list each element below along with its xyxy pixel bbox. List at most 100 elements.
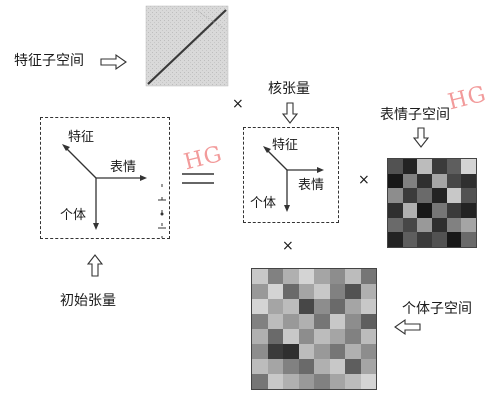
- mosaic-cell: [252, 374, 268, 389]
- mosaic-cell: [314, 329, 330, 344]
- mosaic-cell: [345, 299, 361, 314]
- expression-subspace-mosaic: [387, 158, 477, 248]
- mosaic-cell: [446, 173, 462, 189]
- mosaic-cell: [402, 159, 418, 174]
- mosaic-cell: [267, 269, 283, 284]
- mosaic-cell: [252, 314, 268, 329]
- mosaic-cell: [314, 344, 330, 359]
- mosaic-cell: [329, 284, 345, 299]
- mosaic-cell: [446, 232, 462, 247]
- mosaic-cell: [283, 269, 299, 284]
- mosaic-cell: [298, 314, 314, 329]
- mosaic-cell: [345, 284, 361, 299]
- mosaic-cell: [461, 173, 476, 189]
- mosaic-cell: [283, 284, 299, 299]
- mosaic-cell: [267, 329, 283, 344]
- mosaic-cell: [298, 359, 314, 374]
- mosaic-cell: [461, 188, 476, 203]
- mosaic-cell: [360, 329, 376, 344]
- mosaic-cell: [432, 159, 447, 174]
- mosaic-cell: [329, 299, 345, 314]
- mosaic-cell: [329, 269, 345, 284]
- mosaic-cell: [267, 299, 283, 314]
- mosaic-cell: [283, 299, 299, 314]
- initial-tensor-label: 初始张量: [60, 293, 116, 309]
- mosaic-cell: [267, 359, 283, 374]
- individual-axis-label: 个体: [60, 208, 87, 223]
- mosaic-cell: [314, 359, 330, 374]
- initial-tensor-box: [40, 117, 170, 239]
- core-feature-label: 特征: [272, 138, 299, 153]
- mosaic-cell: [267, 344, 283, 359]
- mosaic-cell: [446, 188, 462, 203]
- mosaic-cell: [417, 203, 432, 218]
- mosaic-cell: [388, 159, 403, 174]
- mosaic-cell: [432, 173, 447, 189]
- mosaic-cell: [446, 203, 462, 218]
- mosaic-cell: [461, 159, 476, 174]
- mosaic-cell: [388, 173, 403, 189]
- mosaic-cell: [314, 374, 330, 389]
- core-individual-label: 个体: [250, 196, 277, 211]
- mosaic-cell: [267, 374, 283, 389]
- expression-axis-label: 表情: [110, 160, 137, 175]
- core-tensor-label: 核张量: [268, 81, 310, 97]
- mosaic-cell: [314, 284, 330, 299]
- mosaic-cell: [402, 232, 418, 247]
- mosaic-cell: [417, 173, 432, 189]
- mosaic-cell: [417, 217, 432, 233]
- individual-subspace-label: 个体子空间: [402, 301, 472, 317]
- mosaic-cell: [252, 299, 268, 314]
- mosaic-cell: [329, 359, 345, 374]
- mosaic-cell: [345, 344, 361, 359]
- times-sign-2: ×: [358, 172, 370, 188]
- mosaic-cell: [360, 269, 376, 284]
- mosaic-cell: [417, 188, 432, 203]
- mosaic-cell: [446, 217, 462, 233]
- mosaic-cell: [360, 314, 376, 329]
- mosaic-cell: [360, 284, 376, 299]
- individual-subspace-mosaic: [251, 268, 377, 390]
- mosaic-cell: [402, 188, 418, 203]
- mosaic-cell: [345, 359, 361, 374]
- mosaic-cell: [283, 329, 299, 344]
- feature-subspace-label: 特征子空间: [14, 53, 84, 69]
- mosaic-cell: [283, 344, 299, 359]
- mosaic-cell: [267, 314, 283, 329]
- core-expression-label: 表情: [298, 178, 325, 193]
- mosaic-cell: [461, 232, 476, 247]
- times-sign-1: ×: [232, 96, 244, 112]
- mosaic-cell: [329, 314, 345, 329]
- mosaic-cell: [267, 284, 283, 299]
- mosaic-cell: [329, 374, 345, 389]
- mosaic-cell: [360, 299, 376, 314]
- mosaic-cell: [402, 217, 418, 233]
- mosaic-cell: [252, 284, 268, 299]
- mosaic-cell: [252, 269, 268, 284]
- mosaic-cell: [402, 203, 418, 218]
- mosaic-cell: [432, 203, 447, 218]
- mosaic-cell: [417, 159, 432, 174]
- mosaic-cell: [298, 344, 314, 359]
- mosaic-cell: [283, 359, 299, 374]
- mosaic-cell: [446, 159, 462, 174]
- mosaic-cell: [461, 217, 476, 233]
- mosaic-cell: [388, 188, 403, 203]
- feature-axis-label: 特征: [68, 130, 95, 145]
- mosaic-cell: [432, 188, 447, 203]
- times-sign-3: ×: [282, 238, 294, 254]
- mosaic-cell: [298, 329, 314, 344]
- mosaic-cell: [314, 269, 330, 284]
- mosaic-cell: [432, 217, 447, 233]
- mosaic-cell: [360, 359, 376, 374]
- mosaic-cell: [388, 232, 403, 247]
- mosaic-cell: [283, 374, 299, 389]
- core-tensor-box: [243, 127, 339, 223]
